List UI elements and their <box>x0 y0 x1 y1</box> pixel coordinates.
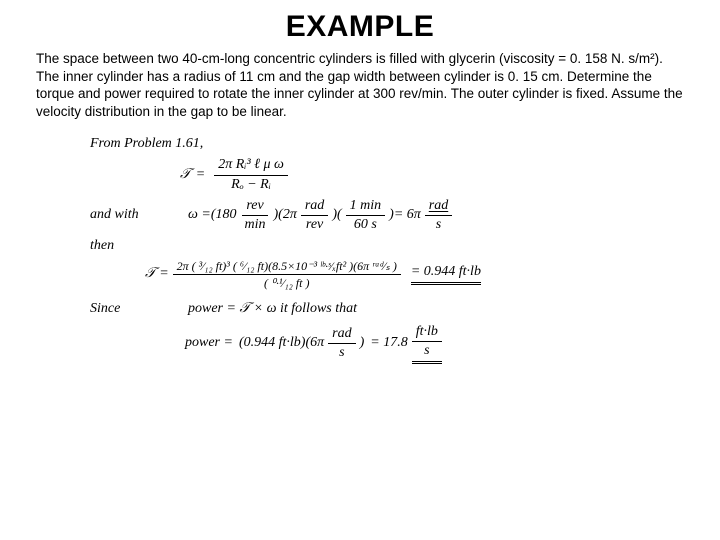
answer: = 0.944 ft·lb <box>411 264 481 285</box>
solution-line-7: power = (0.944 ft·lb) ( 6π rad s ) = 17.… <box>90 324 660 365</box>
solution-line-5: 𝒯 = 2π ( ³⁄₁₂ ft)³ ( ⁶⁄₁₂ ft)(8.5×10⁻³ ˡ… <box>90 259 660 291</box>
solution-line-1: From Problem 1.61, <box>90 136 660 153</box>
unit-fraction: ft·lb s <box>412 324 442 365</box>
paren-close: )( <box>274 207 283 224</box>
text: From Problem 1.61, <box>90 136 203 153</box>
text: power = 𝒯 × ω it follows that <box>188 301 357 318</box>
term: (0.944 ft·lb) <box>239 335 306 352</box>
paren-close: )( <box>332 207 341 224</box>
numerator: 1 min <box>346 198 386 217</box>
equals: = <box>196 167 205 184</box>
result: = 17.8 <box>370 335 407 352</box>
numerator: 2π Rᵢ³ ℓ μ ω <box>214 157 288 176</box>
page-title: EXAMPLE <box>0 0 720 50</box>
numerator: rev <box>242 198 267 217</box>
unit-fraction: 1 min 60 s <box>346 198 386 235</box>
numerator: ft·lb <box>412 324 442 343</box>
unit-fraction: rad rev <box>301 198 328 235</box>
denominator: s <box>432 216 445 234</box>
unit-fraction: rev min <box>241 198 270 235</box>
unit-fraction: rad s <box>425 198 452 235</box>
value: 180 <box>216 207 237 224</box>
result: = 6π <box>394 207 421 224</box>
denominator: 60 s <box>350 216 381 234</box>
numerator: rad <box>301 198 328 217</box>
power-equals: power = <box>185 335 233 352</box>
text: then <box>90 238 114 255</box>
text: Since <box>90 301 188 318</box>
fraction: 2π ( ³⁄₁₂ ft)³ ( ⁶⁄₁₂ ft)(8.5×10⁻³ ˡᵇ·ˢ⁄… <box>173 259 401 291</box>
solution-line-2: 𝒯 = 2π Rᵢ³ ℓ μ ω Rₒ − Rᵢ <box>90 157 660 194</box>
solution-line-6: Since power = 𝒯 × ω it follows that <box>90 301 660 318</box>
denominator: min <box>241 216 270 234</box>
handwritten-solution: From Problem 1.61, 𝒯 = 2π Rᵢ³ ℓ μ ω Rₒ −… <box>0 128 720 364</box>
solution-line-4: then <box>90 238 660 255</box>
unit-fraction: rad s <box>328 326 355 363</box>
torque-symbol: 𝒯 <box>180 167 191 184</box>
denominator: s <box>420 342 433 360</box>
value: 6π <box>310 335 324 352</box>
numerator: rad <box>328 326 355 345</box>
numerator: 2π ( ³⁄₁₂ ft)³ ( ⁶⁄₁₂ ft)(8.5×10⁻³ ˡᵇ·ˢ⁄… <box>173 259 401 275</box>
omega-equals: ω = <box>188 207 211 224</box>
denominator: ( ⁰·¹⁄₁₂ ft ) <box>260 275 313 290</box>
problem-statement: The space between two 40-cm-long concent… <box>0 50 720 128</box>
text: and with <box>90 207 188 224</box>
fraction: 2π Rᵢ³ ℓ μ ω Rₒ − Rᵢ <box>214 157 288 194</box>
paren-close: ) <box>360 335 365 352</box>
denominator: rev <box>302 216 327 234</box>
numerator: rad <box>425 198 452 217</box>
torque-equals: 𝒯 = <box>145 266 169 283</box>
denominator: Rₒ − Rᵢ <box>227 176 275 194</box>
value: 2π <box>283 207 297 224</box>
denominator: s <box>335 344 348 362</box>
solution-line-3: and with ω = ( 180 rev min )( 2π rad rev… <box>90 198 660 235</box>
